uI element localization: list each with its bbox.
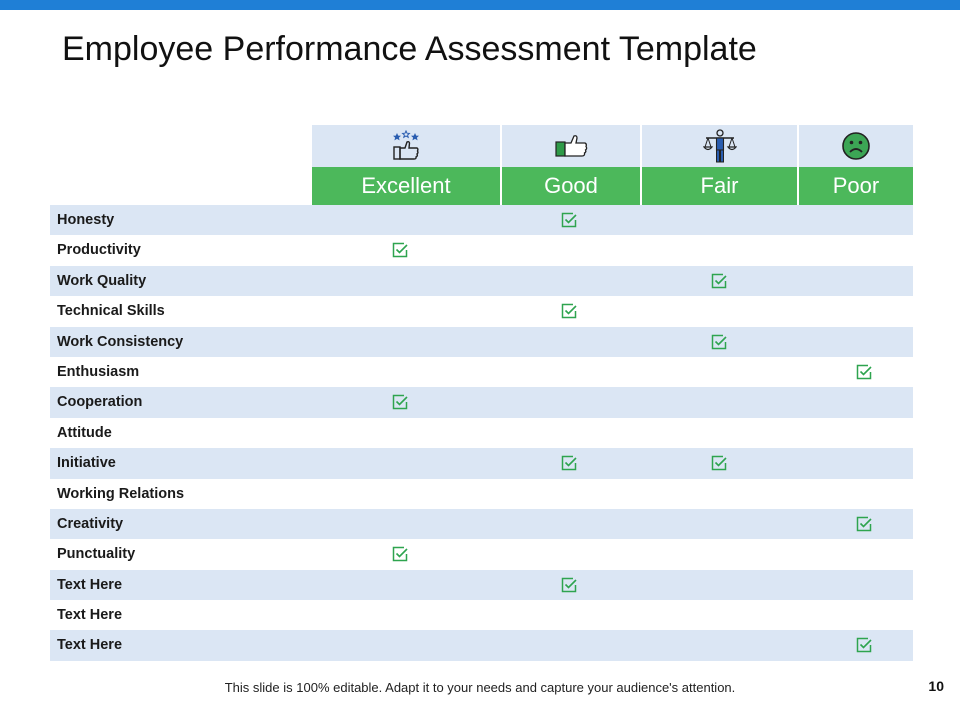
table-row: Cooperation — [50, 387, 913, 418]
good-icon-cell — [500, 125, 640, 167]
criteria-rows: Honesty Productivity Work Quality Technical… — [50, 205, 913, 661]
criterion-label: Text Here — [57, 637, 123, 654]
criterion-label: Honesty — [57, 212, 115, 228]
criterion-label: Creativity — [57, 515, 124, 532]
page-number: 10 — [928, 678, 944, 694]
column-header-good: Good — [500, 167, 640, 205]
table-row: Text Here — [50, 600, 913, 630]
table-row: Text Here — [50, 630, 913, 661]
page-title: Employee Performance Assessment Template — [62, 30, 757, 68]
criterion-label: Working Relations — [57, 485, 185, 502]
table-row: Work Quality — [50, 265, 913, 297]
column-header-poor: Poor — [797, 167, 913, 205]
table-row: Enthusiasm — [50, 357, 913, 387]
table-row: Initiative — [50, 448, 913, 479]
criterion-label: Text Here — [57, 607, 123, 624]
stars-thumbs-up-icon — [393, 130, 419, 160]
table-row: Honesty — [50, 205, 913, 236]
checkbox-checked-icon — [856, 638, 872, 653]
checkbox-checked-icon — [392, 243, 408, 258]
checkbox-checked-icon — [711, 273, 727, 289]
table-row: Working Relations — [50, 479, 913, 509]
table-row: Creativity — [50, 508, 913, 540]
criterion-label: Work Consistency — [57, 333, 184, 350]
checkbox-checked-icon — [392, 395, 408, 410]
rating-icon-row — [50, 125, 913, 167]
column-header-fair: Fair — [640, 167, 797, 205]
table-row: Technical Skills — [50, 296, 913, 326]
criterion-label: Punctuality — [57, 546, 136, 563]
table-row: Punctuality — [50, 539, 913, 569]
sad-face-icon — [842, 132, 870, 160]
criterion-label: Work Quality — [57, 272, 147, 289]
table-row: Text Here — [50, 569, 913, 601]
top-accent-bar — [0, 0, 960, 10]
table-row: Attitude — [50, 418, 913, 448]
checkbox-checked-icon — [856, 364, 872, 380]
criterion-label: Enthusiasm — [57, 363, 140, 380]
criterion-label: Cooperation — [57, 394, 143, 411]
checkbox-checked-icon — [561, 212, 577, 228]
criterion-label: Productivity — [57, 242, 141, 259]
rating-header-row: Excellent Good Fair Poor — [50, 167, 913, 205]
checkbox-checked-icon — [561, 577, 577, 592]
checkbox-checked-icon — [561, 303, 577, 319]
criterion-label: Technical Skills — [57, 303, 165, 320]
checkbox-checked-icon — [856, 516, 872, 532]
table-row: Productivity — [50, 235, 913, 265]
table-row: Work Consistency — [50, 326, 913, 357]
excellent-icon-cell — [312, 125, 500, 167]
thumbs-up-icon — [555, 135, 588, 157]
poor-icon-cell — [797, 125, 913, 167]
checkbox-checked-icon — [561, 455, 577, 471]
balance-scale-icon — [702, 129, 737, 163]
checkbox-checked-icon — [392, 547, 408, 562]
checkbox-checked-icon — [711, 334, 727, 349]
footer-text: This slide is 100% editable. Adapt it to… — [224, 680, 736, 695]
checkbox-checked-icon — [711, 455, 727, 471]
footer-note: This slide is 100% editable. Adapt it to… — [0, 680, 960, 695]
criterion-label: Text Here — [57, 576, 123, 593]
fair-icon-cell — [640, 125, 797, 167]
criterion-label: Initiative — [57, 455, 116, 472]
criterion-label: Attitude — [57, 424, 112, 441]
column-header-excellent: Excellent — [312, 167, 500, 205]
